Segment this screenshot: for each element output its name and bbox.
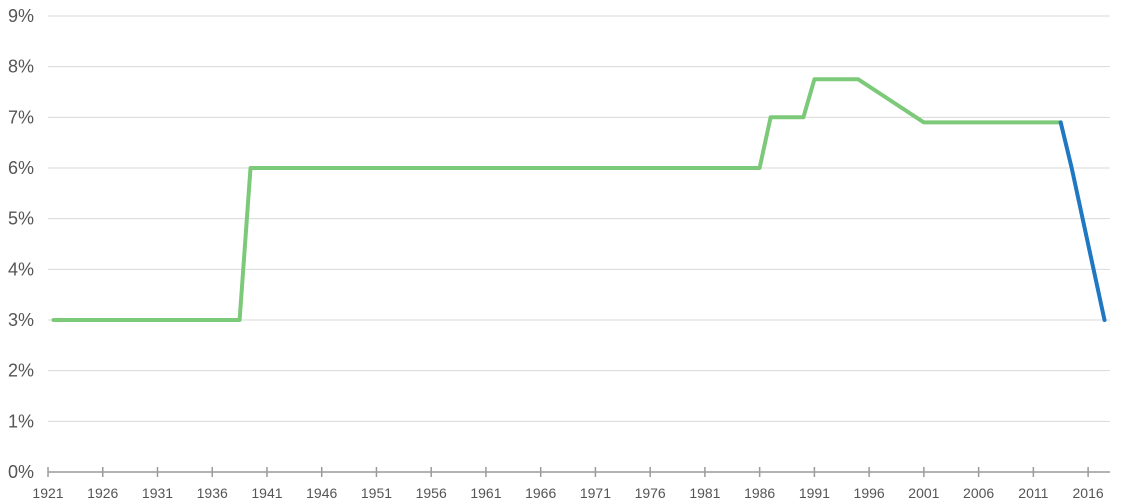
y-tick-label: 0% bbox=[8, 462, 34, 482]
gridlines bbox=[48, 15, 1110, 422]
x-tick-label: 1996 bbox=[854, 485, 885, 501]
x-tick-label: 1976 bbox=[635, 485, 666, 501]
y-tick-label: 7% bbox=[8, 107, 34, 127]
y-tick-label: 1% bbox=[8, 411, 34, 431]
x-tick-label: 1921 bbox=[32, 485, 63, 501]
x-tick-label: 1991 bbox=[799, 485, 830, 501]
x-tick-label: 1971 bbox=[580, 485, 611, 501]
y-tick-label: 2% bbox=[8, 361, 34, 381]
x-tick-label: 1981 bbox=[689, 485, 720, 501]
x-tick-label: 2006 bbox=[963, 485, 994, 501]
x-tick-label: 2001 bbox=[908, 485, 939, 501]
x-tick-label: 1936 bbox=[197, 485, 228, 501]
x-tick-label: 1941 bbox=[251, 485, 282, 501]
y-tick-label: 6% bbox=[8, 158, 34, 178]
x-tick-label: 1986 bbox=[744, 485, 775, 501]
x-tick-label: 2016 bbox=[1073, 485, 1104, 501]
series-line-1 bbox=[51, 77, 1063, 322]
x-tick-label: 1951 bbox=[361, 485, 392, 501]
x-tick-label: 1956 bbox=[416, 485, 447, 501]
y-tick-label: 3% bbox=[8, 310, 34, 330]
series-lines bbox=[51, 77, 1107, 322]
x-tick-label: 2011 bbox=[1018, 485, 1048, 501]
y-tick-label: 4% bbox=[8, 259, 34, 279]
x-tick-label: 1926 bbox=[87, 485, 118, 501]
y-tick-label: 5% bbox=[8, 209, 34, 229]
x-tick-label: 1946 bbox=[306, 485, 337, 501]
y-axis-tick-labels: 0% 1% 2% 3% 4% 5% 6% 7% 8% 9% bbox=[8, 6, 34, 482]
series-line-2 bbox=[1058, 120, 1107, 322]
x-tick-label: 1931 bbox=[142, 485, 173, 501]
x-axis: 1921 1926 1931 1936 1941 1946 1951 1956 1961 1966… bbox=[32, 467, 1110, 501]
x-tick-label: 1966 bbox=[525, 485, 556, 501]
y-tick-label: 8% bbox=[8, 57, 34, 77]
y-tick-label: 9% bbox=[8, 6, 34, 26]
x-tick-label: 1961 bbox=[470, 485, 501, 501]
